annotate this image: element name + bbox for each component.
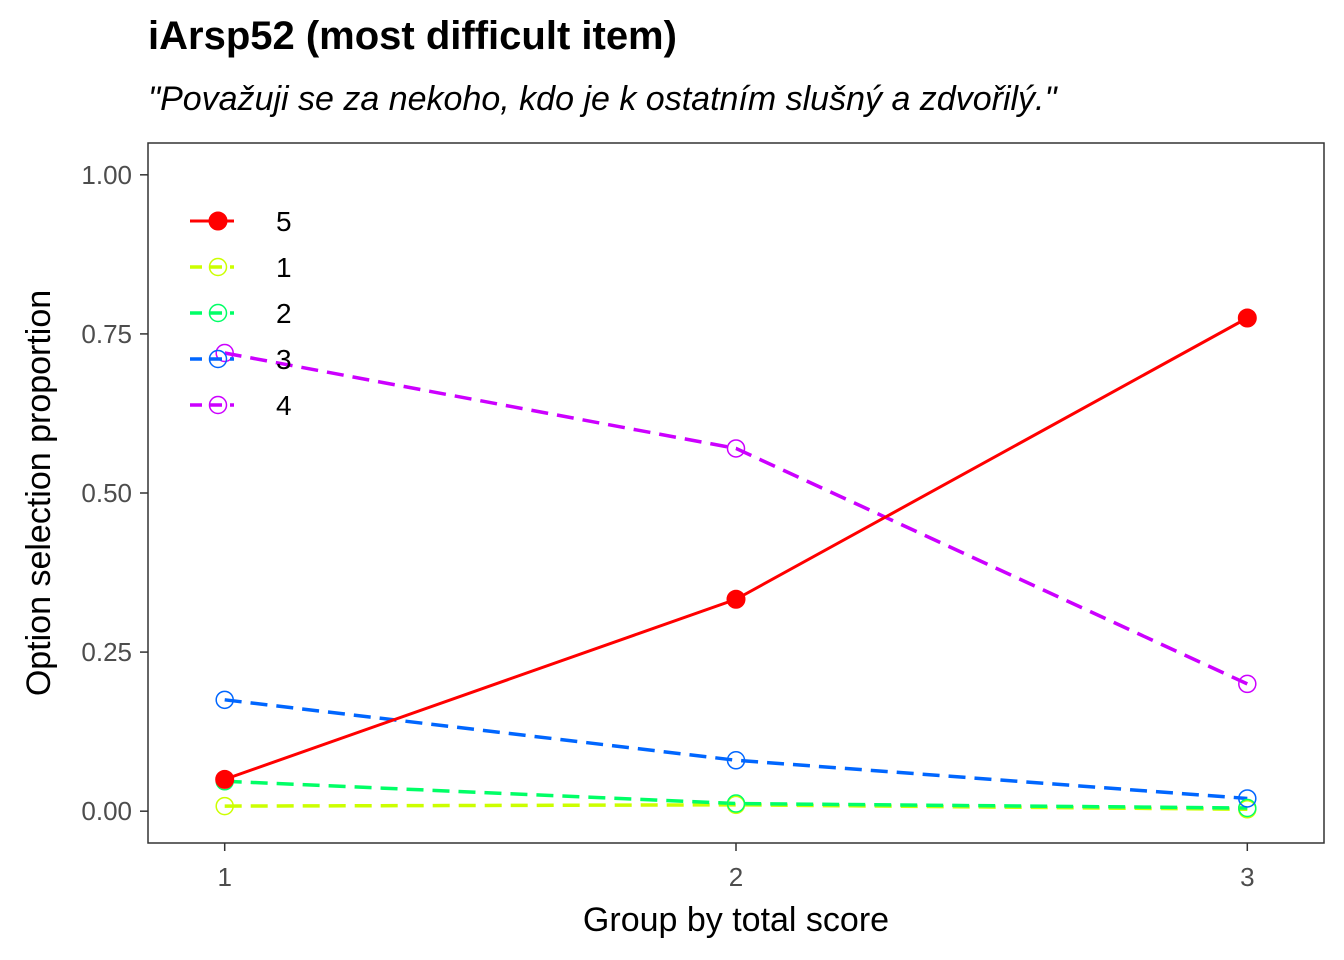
data-point-3: [726, 751, 746, 770]
legend-item-5: 5: [190, 206, 292, 237]
data-point-4: [726, 439, 746, 458]
legend-item-3: 3: [190, 344, 292, 375]
y-tick-label: 0.00: [81, 796, 132, 826]
legend-item-4: 4: [190, 390, 292, 421]
legend-key-point: [208, 349, 228, 369]
series-points: [215, 308, 1257, 819]
chart-subtitle: "Považuji se za nekoho, kdo je k ostatní…: [148, 80, 1057, 118]
series-line-1: [224, 803, 1248, 812]
legend: 5 1 2 3 4: [190, 206, 292, 421]
legend-item-1: 1: [190, 252, 292, 283]
data-point-4: [1238, 674, 1257, 694]
series-lines: [224, 316, 1249, 812]
legend-label: 1: [276, 252, 292, 283]
plot-panel-border: [147, 142, 1325, 844]
y-tick-label: 0.25: [81, 637, 132, 667]
series-line-3: [224, 698, 1248, 801]
data-point-5: [726, 589, 746, 609]
legend-key-point: [208, 257, 228, 277]
data-point-4: [215, 343, 234, 363]
x-axis-title: Group by total score: [583, 901, 889, 939]
y-tick-label: 1.00: [81, 160, 132, 190]
axes: 0.00 0.25 0.50 0.75 1.00 1 2 3: [81, 160, 1254, 892]
data-point-2: [1238, 798, 1257, 818]
legend-key-point: [208, 303, 228, 323]
legend-key-point: [208, 395, 228, 415]
x-tick-label: 2: [729, 862, 743, 892]
series-line-2: [224, 779, 1248, 810]
legend-label: 3: [276, 344, 292, 375]
chart-title: iArsp52 (most difficult item): [148, 14, 677, 58]
data-point-5: [1237, 308, 1257, 328]
y-axis-title: Option selection proportion: [20, 290, 58, 696]
x-tick-label: 3: [1240, 862, 1254, 892]
legend-label: 2: [276, 298, 292, 329]
y-tick-label: 0.50: [81, 478, 132, 508]
legend-label: 4: [276, 390, 292, 421]
legend-label: 5: [276, 206, 292, 237]
x-tick-label: 1: [217, 862, 231, 892]
data-point-5: [215, 769, 235, 789]
y-tick-label: 0.75: [81, 319, 132, 349]
legend-key-point: [208, 211, 228, 231]
data-point-3: [215, 690, 234, 710]
series-line-5: [224, 316, 1249, 781]
data-point-3: [1238, 789, 1257, 808]
data-point-1: [215, 796, 234, 816]
data-point-2: [726, 794, 746, 813]
series-line-4: [224, 351, 1249, 686]
legend-item-2: 2: [190, 298, 292, 329]
